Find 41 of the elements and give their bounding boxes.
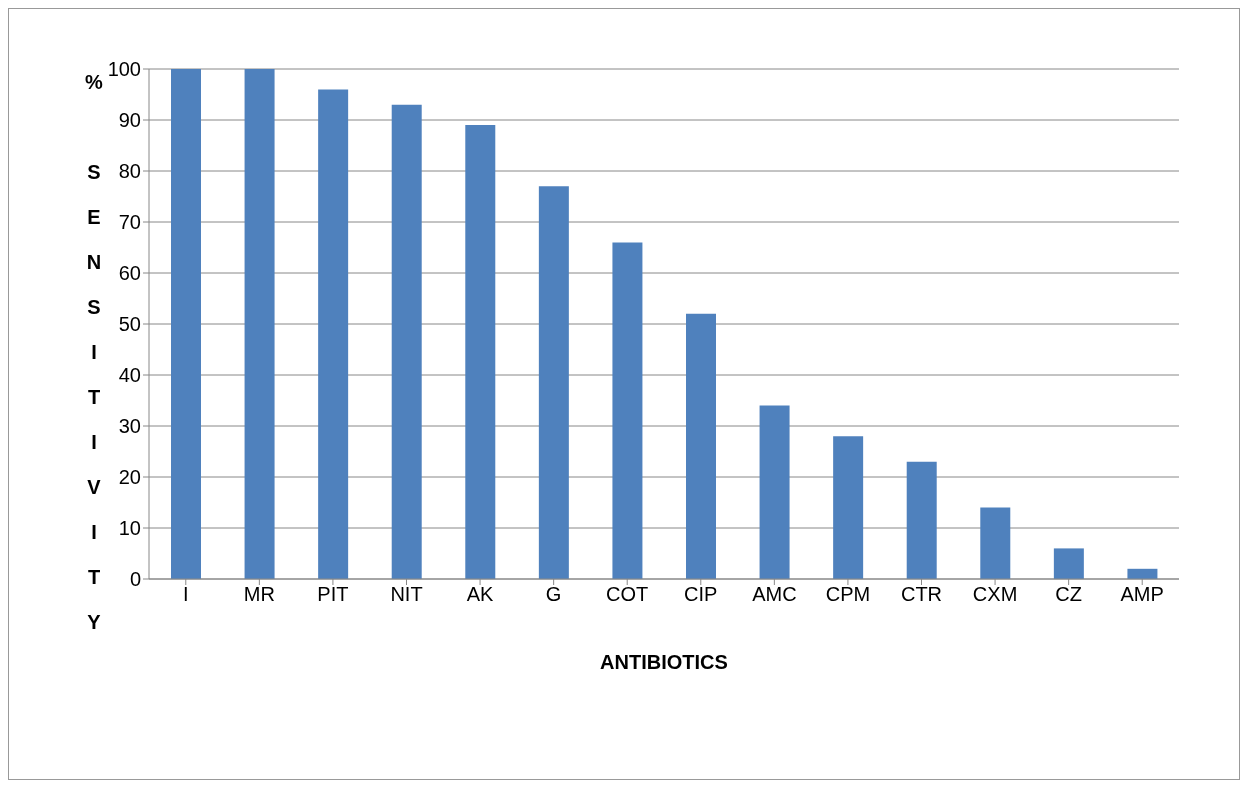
bar — [686, 313, 716, 579]
x-tick-label: CIP — [684, 583, 718, 606]
bar — [1053, 548, 1084, 579]
y-tick-label: 80 — [118, 160, 141, 183]
text: % — [85, 71, 104, 93]
bar — [833, 436, 864, 579]
bar — [906, 461, 937, 579]
x-tick-label: NIT — [390, 583, 423, 606]
text: SENSITIVITY — [86, 161, 102, 633]
y-tick-label: 60 — [118, 262, 141, 285]
y-tick-label: 100 — [107, 58, 141, 81]
x-tick-label: CPM — [825, 583, 871, 606]
y-tick-label: 30 — [118, 415, 141, 438]
x-tick-label: CXM — [972, 583, 1018, 606]
bar — [318, 89, 349, 579]
bar — [612, 242, 643, 579]
bar — [391, 104, 422, 579]
x-tick-label: G — [545, 583, 562, 606]
y-tick-label: 70 — [118, 211, 141, 234]
x-tick-label: AMC — [752, 583, 797, 606]
bar — [759, 405, 790, 579]
x-axis-title: ANTIBIOTICS — [600, 651, 728, 673]
x-tick-label: CZ — [1055, 583, 1082, 606]
y-tick-label: 20 — [118, 466, 141, 489]
x-tick-label: I — [183, 583, 189, 606]
y-tick-label: 50 — [118, 313, 141, 336]
x-tick-label: AMP — [1120, 583, 1164, 606]
x-tick-label: AK — [466, 583, 495, 606]
x-tick-label: COT — [606, 583, 649, 606]
y-tick-label: 10 — [118, 517, 141, 540]
bar — [538, 186, 569, 579]
y-tick-label: 90 — [118, 109, 141, 132]
x-tick-label: CTR — [900, 583, 943, 606]
bar — [980, 507, 1011, 579]
bar — [171, 69, 201, 579]
bar — [465, 125, 496, 579]
x-tick-label: PIT — [317, 583, 349, 606]
bar — [244, 69, 275, 579]
y-tick-label: 40 — [118, 364, 141, 387]
y-tick-label: 0 — [129, 568, 141, 591]
x-tick-label: MR — [243, 583, 275, 606]
